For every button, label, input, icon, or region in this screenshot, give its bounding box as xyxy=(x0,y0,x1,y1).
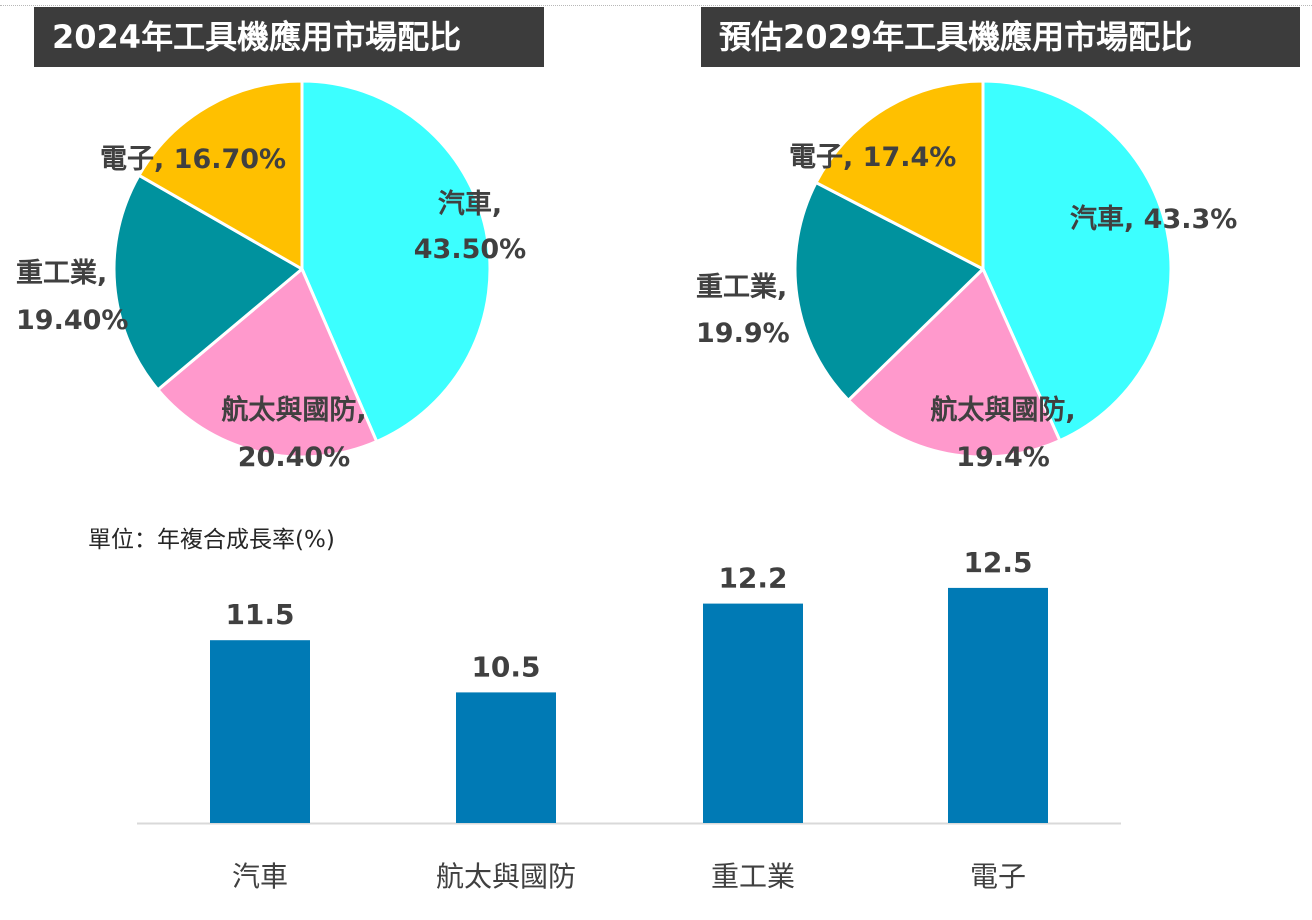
pie-2024-slice-2 xyxy=(112,173,304,392)
pie-2029-label-1: 航太與國防, 19.4% xyxy=(930,394,1075,473)
pie-2024-slice-0 xyxy=(300,79,492,444)
pie-2024-label-2: 重工業, 19.40% xyxy=(16,258,128,336)
pie-2024-label-1: 航太與國防, 20.40% xyxy=(221,394,366,473)
pie-2029-title: 預估2029年工具機應用市場配比 xyxy=(701,7,1300,67)
bar-unit-label: 單位：年複合成長率(%) xyxy=(88,527,335,553)
bar-1 xyxy=(456,692,556,823)
pie-2029-slice-3 xyxy=(814,79,985,271)
bar-value-label-3: 12.5 xyxy=(963,546,1032,579)
bar-category-label-2: 重工業 xyxy=(711,860,795,893)
bar-0 xyxy=(210,640,310,823)
pie-2029-slice-2 xyxy=(793,181,985,402)
bar-category-label-0: 汽車 xyxy=(232,860,288,893)
pie-2024-slice-1 xyxy=(156,267,379,459)
bar-value-label-1: 10.5 xyxy=(471,650,540,683)
bar-value-label-0: 11.5 xyxy=(225,598,294,631)
pie-2024-label-3: 電子, 16.70% xyxy=(100,144,286,175)
pie-2029-label-3: 電子, 17.4% xyxy=(789,142,956,173)
top-dotted-line xyxy=(0,5,1312,6)
pie-2024-title: 2024年工具機應用市場配比 xyxy=(34,7,544,67)
pie-2024-label-0: 汽車, 43.50% xyxy=(414,189,526,265)
bar-value-label-2: 12.2 xyxy=(718,562,787,595)
bar-category-label-3: 電子 xyxy=(970,860,1026,893)
bar-3 xyxy=(948,587,1048,823)
pie-2029-slice-0 xyxy=(981,79,1173,443)
pie-2024-slice-3 xyxy=(137,79,304,271)
pie-2029-slice-1 xyxy=(846,267,1062,459)
pie-2029-label-2: 重工業, 19.9% xyxy=(696,272,790,349)
bar-2 xyxy=(703,603,803,823)
pie-2029-label-0: 汽車, 43.3% xyxy=(1070,204,1237,235)
bar-category-label-1: 航太與國防 xyxy=(436,860,576,893)
